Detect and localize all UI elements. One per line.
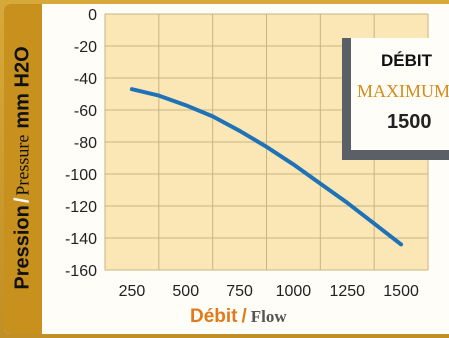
x-axis-label: Débit / Flow (190, 306, 287, 328)
y-tick-label: -100 (65, 167, 97, 184)
x-tick-label: 1250 (329, 283, 365, 300)
max-flow-line1: DÉBIT (381, 51, 432, 70)
x-axis-label-fr: Débit (190, 306, 238, 327)
x-tick-label: 500 (172, 283, 199, 300)
x-tick-label: 750 (226, 283, 253, 300)
y-tick-label: -20 (74, 39, 97, 56)
max-flow-callout-inner: DÉBIT MAXIMUM 1500 (351, 38, 449, 150)
max-flow-value: 1500 (387, 111, 432, 133)
series-line (129, 87, 404, 247)
y-axis-label-band (4, 4, 42, 334)
max-flow-callout: DÉBIT MAXIMUM 1500 (342, 38, 449, 160)
y-tick-label: 0 (88, 7, 97, 24)
x-tick-label: 250 (119, 283, 146, 300)
x-axis-label-separator: / (241, 306, 247, 327)
y-tick-label: -40 (74, 71, 97, 88)
x-axis-label-en: Flow (250, 307, 287, 326)
max-flow-line2: MAXIMUM (357, 81, 449, 101)
y-tick-label: -140 (65, 231, 97, 248)
x-tick-label: 1000 (276, 283, 312, 300)
y-tick-label: -80 (74, 135, 97, 152)
y-tick-label: -60 (74, 103, 97, 120)
y-tick-label: -160 (65, 263, 97, 280)
x-tick-label: 1500 (383, 283, 419, 300)
y-tick-label: -120 (65, 199, 97, 216)
